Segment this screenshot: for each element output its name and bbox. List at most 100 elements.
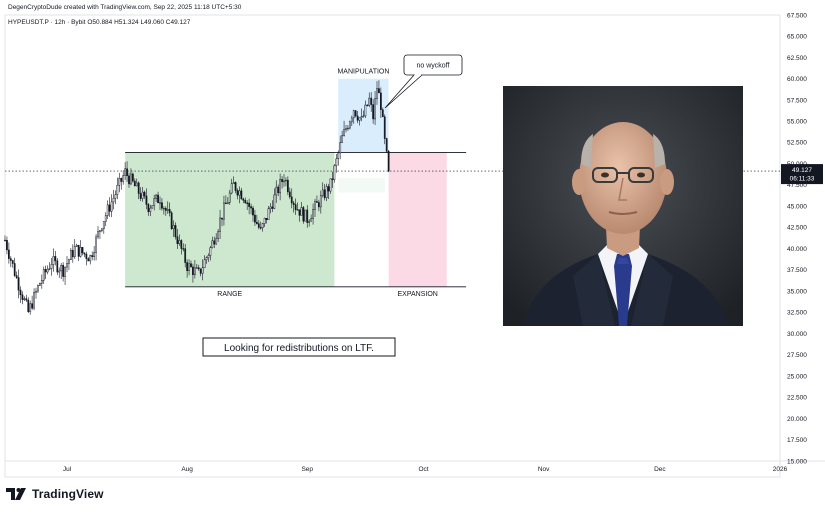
callout-bubble[interactable]: no wyckoff (384, 54, 463, 109)
candle-body (73, 246, 76, 258)
candle-body (31, 303, 34, 309)
candle-body (139, 193, 142, 199)
candle-body (190, 263, 192, 268)
candle-body (197, 267, 200, 270)
candle-body (172, 225, 175, 230)
candle-body (335, 158, 338, 167)
candle-body (89, 255, 92, 262)
tradingview-logo[interactable]: TradingView (6, 486, 104, 502)
price-axis-tick: 52.500 (787, 140, 807, 147)
candle-body (135, 182, 138, 187)
range-label: RANGE (217, 291, 242, 298)
candle-body (230, 183, 233, 194)
lines-layer (5, 151, 780, 288)
candle-body (102, 221, 105, 230)
candle-body (263, 217, 266, 224)
candle-body (201, 267, 204, 274)
candle-body (149, 207, 152, 213)
candle-body (232, 182, 235, 185)
candle-body (286, 179, 289, 193)
candle-body (79, 247, 82, 257)
candle-body (370, 97, 373, 105)
candle-body (116, 184, 119, 195)
candle-body (236, 190, 239, 196)
candle-body (341, 135, 344, 143)
note-box[interactable]: Looking for redistributions on LTF. (202, 337, 396, 357)
candle-body (168, 209, 171, 214)
candle-body (170, 212, 173, 230)
candle-body (128, 175, 130, 185)
candle-body (91, 255, 94, 258)
candle-body (38, 283, 41, 286)
candle-body (29, 303, 32, 312)
time-axis-tick: Dec (654, 466, 666, 473)
zone-box[interactable] (338, 178, 385, 193)
candle-body (238, 190, 241, 196)
candle-body (360, 116, 363, 119)
price-axis-tick: 55.000 (787, 118, 807, 125)
candle-body (347, 127, 349, 130)
price-axis-tick: 15.000 (787, 458, 807, 465)
candle-body (234, 182, 237, 191)
candle-body (9, 258, 12, 261)
candle-body (352, 110, 355, 119)
candle-body (350, 117, 353, 123)
candle-body (157, 194, 159, 204)
candle-body (207, 255, 210, 258)
candle-body (54, 256, 57, 262)
last-price-tag: 49.127 06:11:33 (781, 164, 823, 185)
price-axis-tick: 30.000 (787, 331, 807, 338)
candle-body (180, 240, 183, 249)
time-axis[interactable]: Jul Aug Sep Oct Nov Dec 2026 (63, 466, 788, 473)
candle-body (383, 116, 386, 139)
candle-body (21, 294, 24, 300)
candle-body (376, 88, 378, 99)
zone-box[interactable] (388, 152, 447, 287)
candle-body (145, 195, 148, 205)
price-axis-tick: 27.500 (787, 352, 807, 359)
candle-body (118, 177, 121, 186)
candle-body (159, 202, 161, 204)
candle-body (292, 202, 295, 205)
candle-body (205, 257, 208, 261)
candle-body (224, 202, 227, 205)
candle-body (331, 178, 334, 180)
candle-body (314, 201, 316, 210)
price-axis-tick: 35.000 (787, 288, 807, 295)
candle-body (133, 180, 136, 187)
expansion-label: EXPANSION (398, 291, 438, 298)
candle-body (44, 269, 47, 273)
candle-body (381, 109, 384, 117)
candle-body (77, 244, 80, 257)
time-axis-tick: Sep (301, 466, 313, 473)
candle-body (108, 204, 111, 212)
symbol-line[interactable]: HYPEUSDT.P · 12h · Bybit O50.884 H51.324… (8, 19, 191, 26)
candle-body (300, 207, 303, 216)
candle-body (269, 206, 272, 209)
candle-body (104, 215, 107, 222)
candle-body (42, 269, 45, 281)
candle-body (182, 248, 185, 250)
candle-body (265, 217, 268, 220)
candle-body (306, 209, 309, 223)
note-text: Looking for redistributions on LTF. (224, 343, 374, 354)
candle-body (356, 115, 359, 121)
price-axis[interactable]: 67.500 65.000 62.500 60.000 57.500 55.000 52.5… (787, 12, 807, 465)
candle-body (87, 258, 90, 262)
candle-body (124, 168, 127, 176)
candle-body (120, 177, 123, 182)
candle-body (83, 252, 86, 255)
candle-body (141, 191, 144, 199)
candle-body (290, 196, 293, 204)
candle-body (298, 209, 301, 216)
candle-body (254, 214, 256, 223)
candle-body (277, 186, 280, 194)
candle-body (6, 240, 8, 251)
price-axis-tick: 65.000 (787, 34, 807, 41)
candle-body (372, 104, 375, 120)
candle-body (17, 277, 20, 291)
candle-body (358, 117, 361, 121)
candle-body (281, 179, 283, 183)
price-axis-tick: 25.000 (787, 373, 807, 380)
